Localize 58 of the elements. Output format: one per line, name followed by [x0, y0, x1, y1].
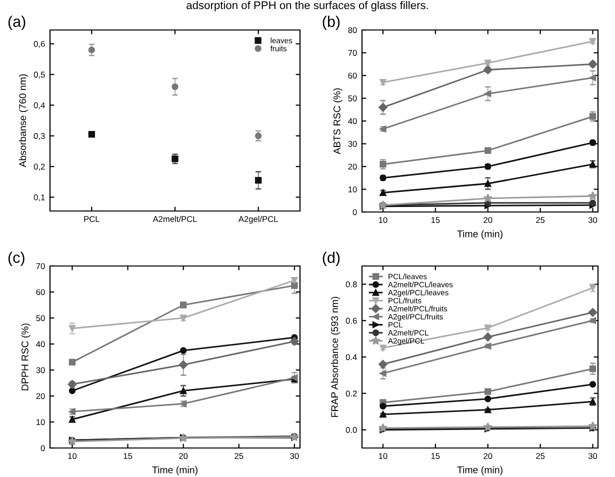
- y-tick-label: 0.8: [346, 281, 357, 288]
- x-tick-label: 30: [588, 217, 598, 223]
- x-tick-label: 25: [536, 217, 545, 223]
- x-axis-title: Time (min): [457, 466, 502, 476]
- y-tick-label: 10: [348, 186, 357, 192]
- x-tick-label: 10: [378, 217, 388, 223]
- text: adsorption of PPH on the surfaces of glass fillers.: [186, 1, 428, 12]
- y-tick-label: 0.6: [346, 318, 357, 324]
- x-tick-label: 20: [179, 453, 188, 459]
- x-tick-label: PCL: [84, 216, 100, 222]
- chart-title: (b): [322, 16, 340, 30]
- x-tick-label: 25: [234, 453, 244, 459]
- y-axis-title: ABTS RSC (%): [333, 88, 342, 154]
- y-tick-label: 0,3: [34, 133, 45, 140]
- x-tick-label: 15: [124, 453, 132, 459]
- y-tick-label: 60: [348, 72, 357, 79]
- x-axis-title: Time (min): [457, 230, 502, 240]
- y-tick-label: 0,6: [34, 41, 45, 48]
- y-tick-label: 10: [36, 419, 45, 426]
- x-tick-label: 15: [431, 453, 440, 459]
- y-axis-title: Absorbanse (760 nm): [18, 74, 28, 168]
- chart-title: (a): [8, 16, 26, 30]
- x-tick-label: 30: [290, 453, 299, 459]
- y-axis-title: FRAP Absorbance (593 nm): [330, 296, 340, 417]
- y-tick-label: 0,1: [34, 194, 45, 202]
- x-tick-label: 20: [484, 217, 492, 223]
- y-tick-label: 40: [36, 341, 45, 348]
- x-tick-label: 10: [378, 453, 388, 459]
- x-tick-label: 20: [484, 453, 492, 459]
- x-tick-label: 15: [431, 217, 440, 223]
- y-tick-label: 40: [348, 118, 357, 124]
- y-tick-label: 0.2: [346, 390, 357, 396]
- y-tick-label: 0: [40, 445, 45, 452]
- y-tick-label: 0,2: [34, 164, 45, 171]
- y-tick-label: 30: [348, 140, 357, 147]
- x-tick-label: 25: [536, 453, 545, 459]
- chart-title: (d): [322, 252, 340, 266]
- x-tick-label: 30: [588, 453, 598, 459]
- y-tick-label: 0: [352, 209, 357, 216]
- y-tick-label: 0,5: [34, 72, 45, 79]
- y-tick-label: 50: [36, 315, 45, 322]
- y-tick-label: 50: [348, 95, 357, 102]
- x-tick-label: A2melt/PCL: [152, 216, 197, 222]
- x-tick-label: A2gel/PCL: [238, 216, 278, 224]
- x-tick-label: 10: [68, 453, 77, 459]
- y-tick-label: 0.0: [346, 427, 357, 433]
- x-axis-title: Time (min): [152, 466, 198, 476]
- y-tick-label: 70: [348, 50, 357, 56]
- y-tick-label: 0,4: [34, 102, 45, 110]
- y-tick-label: 80: [348, 27, 357, 34]
- y-axis-title: DPPH RSC (%): [21, 324, 30, 390]
- y-tick-label: 0.4: [346, 354, 357, 360]
- y-tick-label: 20: [36, 393, 45, 400]
- y-tick-label: 70: [36, 263, 45, 270]
- y-tick-label: 60: [36, 289, 45, 296]
- y-tick-label: 30: [36, 367, 45, 374]
- chart-title: (c): [8, 252, 24, 266]
- y-tick-label: 20: [348, 164, 357, 170]
